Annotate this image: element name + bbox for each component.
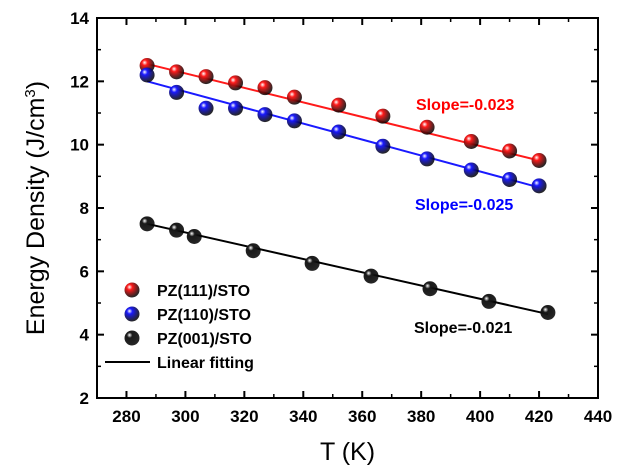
data-point [228, 100, 244, 116]
legend-label: PZ(001)/STO [157, 331, 252, 348]
data-point [169, 64, 185, 80]
slope-label: Slope=-0.025 [415, 197, 513, 214]
x-tick-label: 340 [289, 407, 317, 426]
legend-marker [124, 282, 140, 298]
legend-marker [124, 330, 140, 346]
data-point [375, 108, 391, 124]
axes: 280 300 320 340 360 380 400 420 440 2 4 6 8 10 12 14 T (… [22, 9, 612, 466]
data-point [531, 178, 547, 194]
data-point [304, 255, 320, 271]
y-tick-label: 10 [70, 136, 89, 155]
data-point [286, 89, 302, 105]
data-point [463, 134, 479, 149]
data-point [540, 305, 556, 320]
y-tick-label: 6 [80, 262, 89, 281]
slope-label: Slope=-0.021 [414, 320, 512, 337]
y-tick-label: 14 [70, 9, 89, 28]
data-point [363, 268, 379, 284]
data-point [286, 113, 302, 129]
data-point [331, 124, 347, 140]
y-tick-label: 8 [80, 199, 89, 218]
data-point [139, 216, 155, 232]
x-tick-label: 320 [230, 407, 258, 426]
data-point [531, 153, 547, 168]
data-point [257, 80, 273, 96]
data-point [245, 243, 261, 259]
data-point [257, 107, 273, 123]
x-tick-label: 300 [171, 407, 199, 426]
data-point [422, 281, 438, 297]
data-point [375, 138, 391, 154]
legend-fit-label: Linear fitting [157, 355, 254, 372]
y-tick-label: 2 [80, 389, 89, 408]
x-axis-title: T (K) [320, 438, 375, 466]
data-point [331, 97, 347, 113]
x-tick-label: 380 [407, 407, 435, 426]
data-point [502, 143, 518, 159]
data-point [169, 222, 185, 238]
legend-label: PZ(110)/STO [157, 307, 251, 324]
slope-label: Slope=-0.023 [416, 97, 514, 114]
legend: PZ(111)/STO PZ(110)/STO PZ(001)/STO Linear … [105, 282, 254, 372]
data-point [139, 67, 155, 83]
data-point [198, 100, 214, 116]
x-tick-label: 440 [584, 407, 612, 426]
data-point [186, 229, 202, 244]
data-point [419, 151, 435, 167]
fit-line [146, 222, 549, 316]
y-tick-label: 12 [70, 72, 89, 91]
x-tick-label: 420 [525, 407, 553, 426]
x-tick-label: 400 [466, 407, 494, 426]
legend-marker [124, 306, 140, 322]
y-axis-title: Energy Density (J/cm3) [22, 81, 50, 335]
data-point [169, 84, 185, 100]
data-point [198, 69, 214, 85]
annotations: Slope=-0.023 Slope=-0.025 Slope=-0.021 [414, 97, 514, 337]
x-tick-label: 360 [348, 407, 376, 426]
legend-label: PZ(111)/STO [157, 283, 250, 300]
data-point [419, 119, 435, 135]
data-point [502, 172, 518, 187]
data-point [481, 293, 497, 309]
y-tick-label: 4 [80, 326, 90, 345]
x-tick-label: 280 [112, 407, 140, 426]
data-points [139, 58, 556, 320]
data-point [228, 75, 244, 91]
data-point [463, 162, 479, 178]
